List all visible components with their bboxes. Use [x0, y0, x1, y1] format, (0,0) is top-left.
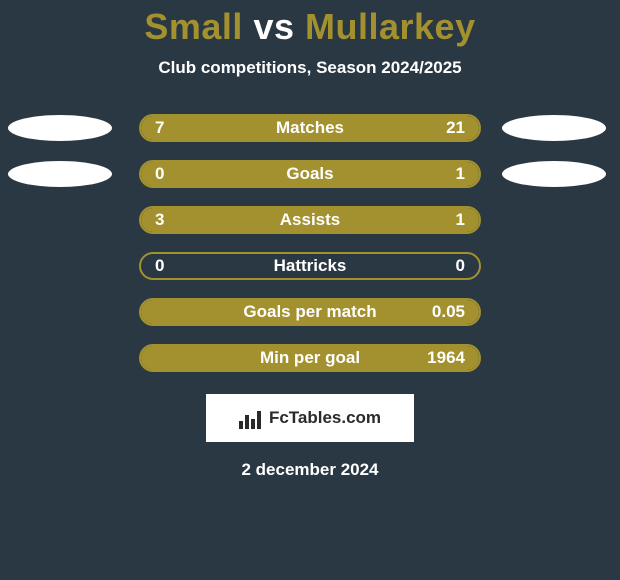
- stat-bar: 0 Hattricks 0: [139, 252, 481, 280]
- decoration-ellipse: [502, 161, 606, 187]
- value-left: 0: [155, 164, 164, 184]
- stat-row: Goals per match 0.05: [0, 298, 620, 326]
- value-left: 0: [155, 256, 164, 276]
- value-right: 0.05: [432, 302, 465, 322]
- value-right: 1: [456, 210, 465, 230]
- logo-box: FcTables.com: [206, 394, 414, 442]
- stat-bar: Goals per match 0.05: [139, 298, 481, 326]
- decoration-ellipse: [502, 115, 606, 141]
- player1-name: Small: [144, 6, 243, 47]
- value-right: 0: [456, 256, 465, 276]
- stat-row: 7 Matches 21: [0, 114, 620, 142]
- player2-name: Mullarkey: [305, 6, 476, 47]
- bar-chart-icon: [239, 407, 263, 429]
- stat-bar: 7 Matches 21: [139, 114, 481, 142]
- stat-bar: 3 Assists 1: [139, 206, 481, 234]
- stats-rows: 7 Matches 21 0 Goals 1 3 Assists 1 0 Hattricks 0 Goa…: [0, 114, 620, 372]
- stat-row: 3 Assists 1: [0, 206, 620, 234]
- vs-text: vs: [253, 6, 294, 47]
- logo-text: FcTables.com: [269, 408, 381, 428]
- fill-right: [226, 116, 480, 140]
- metric-label: Goals: [286, 164, 333, 184]
- metric-label: Assists: [280, 210, 340, 230]
- fill-left: [141, 116, 226, 140]
- subtitle: Club competitions, Season 2024/2025: [0, 58, 620, 78]
- fill-left: [141, 208, 395, 232]
- value-left: 3: [155, 210, 164, 230]
- decoration-ellipse: [8, 115, 112, 141]
- page-title: Small vs Mullarkey: [0, 6, 620, 48]
- stat-row: 0 Hattricks 0: [0, 252, 620, 280]
- stat-bar: Min per goal 1964: [139, 344, 481, 372]
- fill-right: [395, 208, 480, 232]
- date-text: 2 december 2024: [0, 460, 620, 480]
- metric-label: Min per goal: [260, 348, 360, 368]
- decoration-ellipse: [8, 161, 112, 187]
- metric-label: Goals per match: [243, 302, 376, 322]
- stat-row: Min per goal 1964: [0, 344, 620, 372]
- value-right: 21: [446, 118, 465, 138]
- value-right: 1: [456, 164, 465, 184]
- stat-bar: 0 Goals 1: [139, 160, 481, 188]
- infographic-container: Small vs Mullarkey Club competitions, Se…: [0, 0, 620, 580]
- metric-label: Matches: [276, 118, 344, 138]
- stat-row: 0 Goals 1: [0, 160, 620, 188]
- value-left: 7: [155, 118, 164, 138]
- metric-label: Hattricks: [274, 256, 347, 276]
- value-right: 1964: [427, 348, 465, 368]
